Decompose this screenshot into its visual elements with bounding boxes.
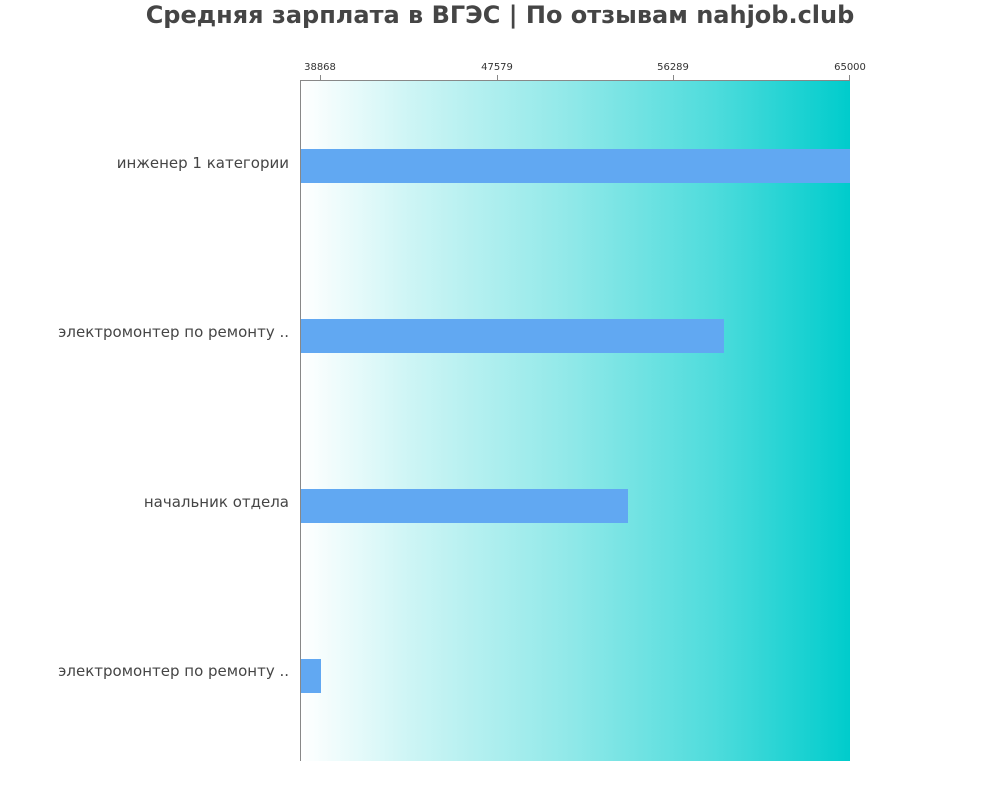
x-tick-mark bbox=[497, 75, 498, 80]
x-tick-mark bbox=[320, 75, 321, 80]
x-tick-label: 47579 bbox=[481, 62, 513, 73]
plot-area bbox=[300, 80, 850, 761]
bar-2 bbox=[301, 489, 628, 523]
bar-1 bbox=[301, 319, 724, 353]
x-tick-mark bbox=[673, 75, 674, 80]
category-label: инженер 1 категории bbox=[116, 154, 289, 172]
x-tick-label: 56289 bbox=[657, 62, 689, 73]
category-label: электромонтер по ремонту .. bbox=[58, 323, 289, 341]
bar-0 bbox=[301, 149, 850, 183]
bar-3 bbox=[301, 659, 321, 693]
x-tick-label: 38868 bbox=[304, 62, 336, 73]
x-tick-mark bbox=[849, 75, 850, 80]
x-tick-label: 65000 bbox=[834, 62, 866, 73]
category-label: начальник отдела bbox=[143, 493, 289, 511]
category-label: электромонтер по ремонту .. bbox=[58, 662, 289, 680]
chart-title: Средняя зарплата в ВГЭС | По отзывам nah… bbox=[145, 1, 855, 29]
